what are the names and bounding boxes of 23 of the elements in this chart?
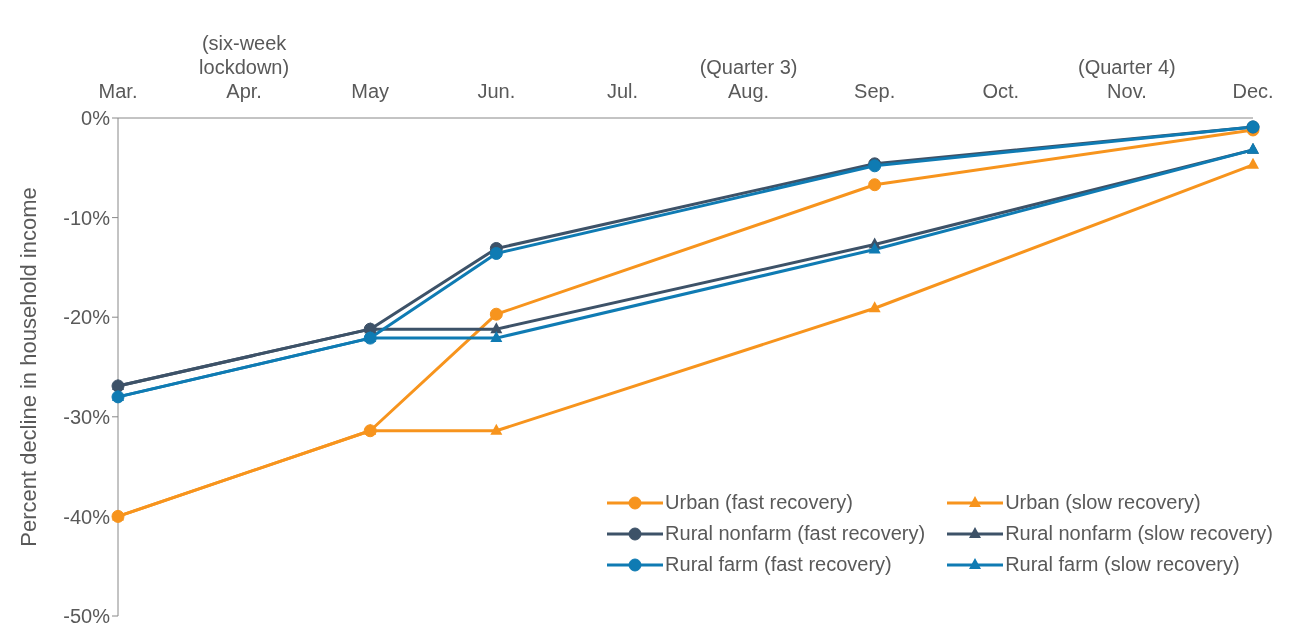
x-tick-label: Jul. <box>606 80 639 102</box>
x-tick-label: Sep. <box>854 80 896 102</box>
x-tick-label: Oct. <box>982 80 1020 102</box>
y-tick-label: -50% <box>63 605 111 628</box>
y-tick-label: -30% <box>63 405 111 428</box>
x-tick-label: (six-week lockdown) Apr. <box>199 32 290 102</box>
y-tick-label: -20% <box>63 306 111 329</box>
legend-label: Urban (slow recovery) <box>1005 491 1201 514</box>
x-tick-label: Dec. <box>1232 80 1274 102</box>
x-tick-label: May <box>351 80 390 102</box>
x-tick-label: (Quarter 3) Aug. <box>699 56 798 102</box>
x-tick-label: Mar. <box>98 80 138 102</box>
y-tick-label: 0% <box>81 107 111 130</box>
y-tick-label: -40% <box>63 505 111 528</box>
y-tick-label: -10% <box>63 206 111 229</box>
y-axis-title: Percent decline in household income <box>15 187 41 547</box>
legend-label: Rural nonfarm (slow recovery) <box>1005 522 1273 545</box>
legend-label: Rural farm (fast recovery) <box>665 553 892 576</box>
legend-label: Rural farm (slow recovery) <box>1005 553 1240 576</box>
legend-label: Rural nonfarm (fast recovery) <box>665 522 926 545</box>
legend-label: Urban (fast recovery) <box>665 491 853 514</box>
x-tick-label: Jun. <box>477 80 516 102</box>
x-tick-label: (Quarter 4) Nov. <box>1077 56 1176 102</box>
